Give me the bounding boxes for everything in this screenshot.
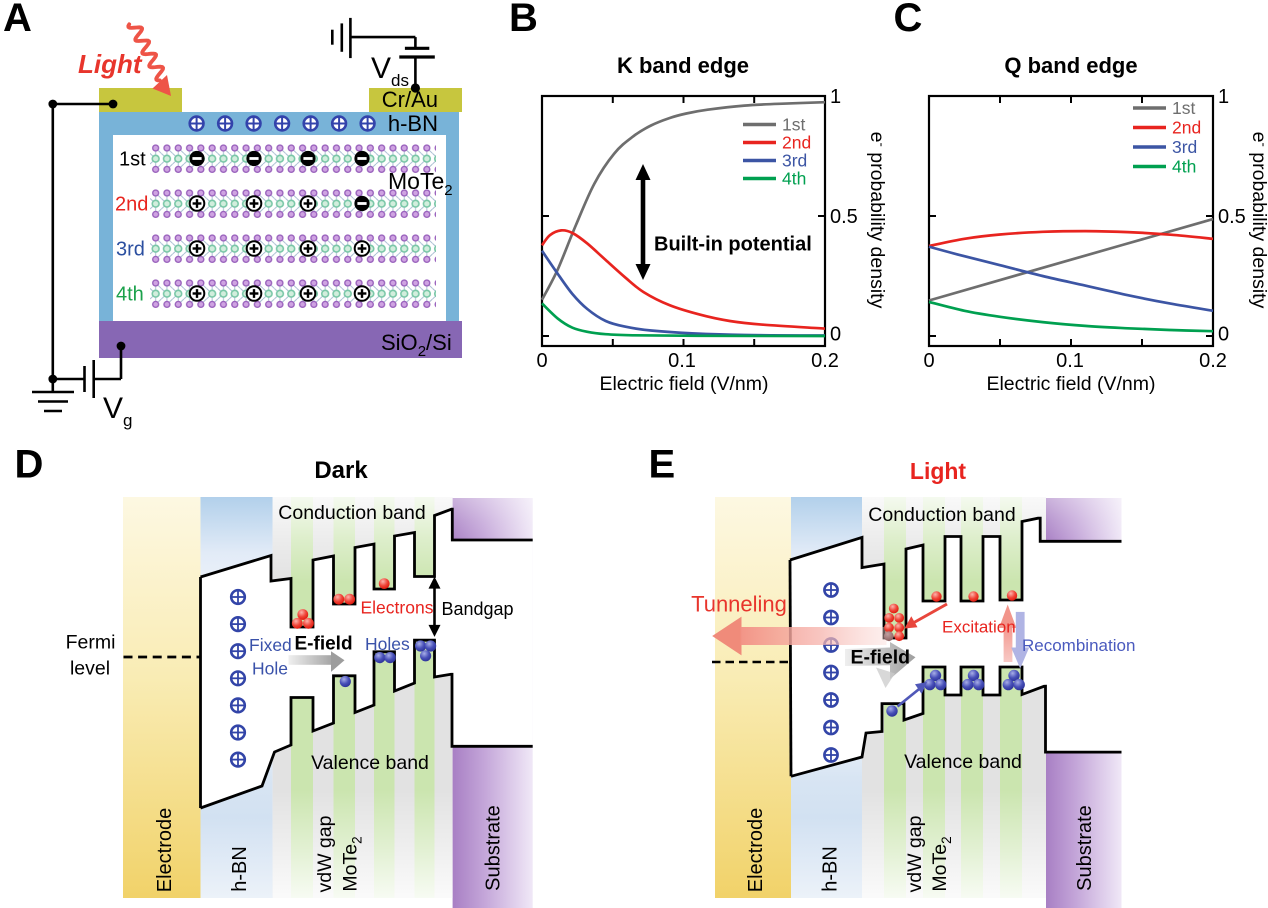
svg-text:0.1: 0.1: [668, 350, 696, 372]
svg-text:2nd: 2nd: [1172, 118, 1201, 138]
svg-text:0.5: 0.5: [1218, 206, 1246, 228]
svg-text:Tunneling: Tunneling: [691, 592, 787, 617]
svg-text:vdW gap: vdW gap: [314, 815, 336, 892]
svg-text:D: D: [15, 443, 44, 487]
svg-text:Conduction band: Conduction band: [278, 502, 425, 524]
svg-text:e- probability density: e- probability density: [1248, 132, 1268, 309]
svg-text:h-BN: h-BN: [229, 846, 251, 892]
svg-text:1st: 1st: [119, 149, 146, 171]
svg-text:1st: 1st: [782, 115, 805, 135]
svg-text:2nd: 2nd: [115, 194, 148, 216]
svg-text:Fermi: Fermi: [66, 632, 116, 654]
svg-text:B: B: [509, 0, 538, 40]
svg-text:C: C: [894, 0, 923, 40]
svg-text:MoTe2: MoTe2: [929, 836, 954, 891]
svg-text:MoTe2: MoTe2: [340, 836, 365, 891]
svg-text:Light: Light: [78, 49, 143, 79]
svg-text:h-BN: h-BN: [388, 111, 438, 136]
svg-text:Holes: Holes: [365, 634, 410, 654]
svg-text:0: 0: [536, 350, 547, 372]
svg-text:Substrate: Substrate: [483, 805, 505, 891]
svg-text:0: 0: [1218, 324, 1229, 346]
svg-text:K band edge: K band edge: [617, 53, 749, 78]
svg-text:Q band edge: Q band edge: [1004, 53, 1137, 78]
svg-text:0.1: 0.1: [1056, 350, 1084, 372]
svg-text:0: 0: [830, 324, 841, 346]
svg-text:MoTe2: MoTe2: [388, 168, 453, 199]
svg-text:e- probability density: e- probability density: [866, 132, 890, 309]
svg-text:Built-in potential: Built-in potential: [654, 234, 812, 256]
svg-text:E: E: [649, 443, 676, 487]
svg-text:level: level: [70, 658, 110, 680]
svg-text:1: 1: [830, 86, 841, 108]
svg-text:Valence band: Valence band: [904, 751, 1022, 773]
svg-text:Electric field (V/nm): Electric field (V/nm): [599, 373, 768, 395]
svg-text:vdW gap: vdW gap: [904, 815, 926, 892]
svg-text:3rd: 3rd: [782, 151, 807, 171]
svg-text:E-field: E-field: [295, 634, 353, 655]
svg-text:2nd: 2nd: [782, 133, 811, 153]
svg-text:Light: Light: [910, 458, 967, 484]
svg-text:Valence band: Valence band: [311, 752, 429, 774]
svg-text:0.5: 0.5: [830, 206, 858, 228]
svg-text:Electrode: Electrode: [745, 808, 767, 893]
svg-text:Electrons: Electrons: [361, 598, 434, 618]
svg-text:3rd: 3rd: [1172, 137, 1197, 157]
svg-text:0.2: 0.2: [1199, 350, 1227, 372]
svg-text:0.2: 0.2: [811, 350, 839, 372]
svg-text:Dark: Dark: [314, 457, 368, 484]
svg-text:Cr/Au: Cr/Au: [382, 87, 438, 112]
svg-text:h-BN: h-BN: [820, 846, 842, 892]
svg-text:Recombination: Recombination: [1022, 636, 1135, 655]
svg-text:Hole: Hole: [252, 659, 288, 679]
svg-text:3rd: 3rd: [116, 239, 145, 261]
svg-text:Electric field (V/nm): Electric field (V/nm): [986, 373, 1155, 395]
svg-text:Conduction band: Conduction band: [868, 504, 1015, 526]
svg-text:4th: 4th: [1172, 157, 1196, 177]
svg-text:A: A: [3, 0, 32, 40]
svg-text:1st: 1st: [1172, 98, 1195, 118]
svg-text:Bandgap: Bandgap: [442, 599, 514, 619]
svg-text:4th: 4th: [116, 284, 144, 306]
svg-text:0: 0: [923, 350, 934, 372]
svg-text:Electrode: Electrode: [154, 808, 176, 893]
svg-text:1: 1: [1218, 86, 1229, 108]
svg-text:Fixed: Fixed: [249, 635, 292, 655]
svg-text:Excitation: Excitation: [942, 618, 1016, 637]
svg-text:4th: 4th: [782, 169, 806, 189]
svg-text:E-field: E-field: [851, 647, 911, 669]
svg-text:Substrate: Substrate: [1074, 805, 1096, 891]
